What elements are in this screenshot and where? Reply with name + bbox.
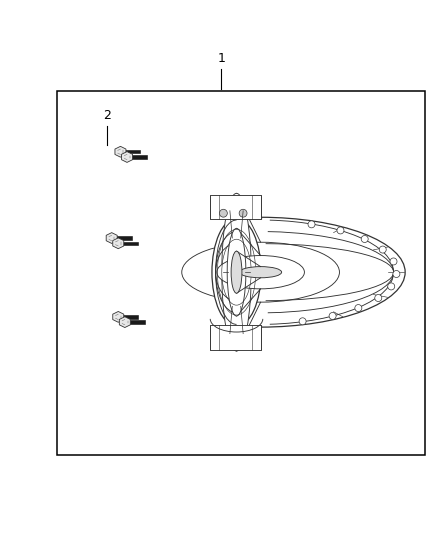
- Ellipse shape: [182, 242, 339, 302]
- Text: 2: 2: [103, 109, 111, 122]
- Polygon shape: [106, 232, 117, 244]
- Circle shape: [361, 236, 368, 243]
- Bar: [121, 315, 138, 319]
- Polygon shape: [210, 195, 261, 219]
- Circle shape: [393, 270, 400, 278]
- Circle shape: [388, 283, 395, 290]
- Bar: [121, 241, 138, 245]
- Ellipse shape: [231, 251, 242, 293]
- Bar: [128, 320, 145, 324]
- Circle shape: [299, 318, 306, 325]
- Ellipse shape: [240, 266, 282, 278]
- Circle shape: [219, 209, 227, 217]
- Circle shape: [390, 258, 397, 265]
- Bar: [57, 91, 425, 455]
- Circle shape: [329, 312, 336, 319]
- Ellipse shape: [116, 217, 405, 327]
- Polygon shape: [113, 311, 124, 322]
- Ellipse shape: [212, 219, 261, 326]
- Bar: [130, 155, 147, 159]
- Text: 1: 1: [217, 52, 225, 65]
- Polygon shape: [113, 238, 124, 249]
- Bar: [115, 236, 131, 240]
- Circle shape: [355, 304, 362, 312]
- Bar: [124, 150, 140, 154]
- Ellipse shape: [227, 229, 246, 316]
- Circle shape: [375, 295, 382, 302]
- Polygon shape: [121, 151, 133, 163]
- Ellipse shape: [217, 255, 304, 289]
- Circle shape: [239, 209, 247, 217]
- Circle shape: [308, 221, 315, 228]
- Polygon shape: [115, 147, 126, 157]
- Circle shape: [337, 227, 344, 234]
- Polygon shape: [119, 317, 131, 327]
- Circle shape: [379, 246, 386, 253]
- Ellipse shape: [222, 193, 251, 351]
- Polygon shape: [210, 326, 261, 350]
